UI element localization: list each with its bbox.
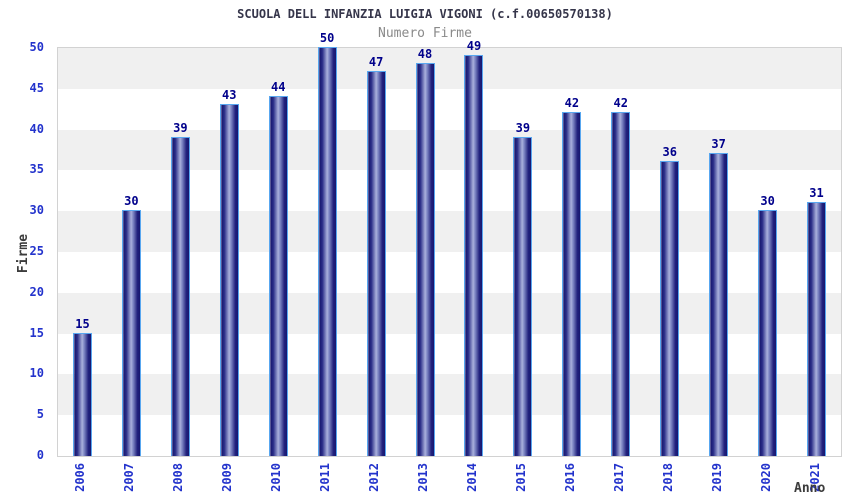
- grid-band: [58, 48, 841, 89]
- bar-2012: [366, 71, 386, 456]
- bar-value-label: 37: [711, 137, 726, 152]
- y-tick-label: 15: [29, 325, 44, 340]
- bar-value-label: 36: [662, 145, 677, 160]
- bar-value-label: 30: [124, 194, 139, 209]
- chart-subtitle: Numero Firme: [378, 26, 472, 41]
- bar-2010: [268, 95, 288, 456]
- y-tick-label: 0: [36, 448, 44, 462]
- bar-value-label: 42: [564, 96, 580, 111]
- plot-area: 15 30 39 43 44 50 47 48 49 39 42 42 36 37 30 31: [57, 31, 842, 457]
- x-tick-label: 2007: [122, 463, 137, 492]
- y-tick-label: 20: [29, 284, 44, 299]
- x-tick-label: 2020: [758, 463, 773, 492]
- y-tick-label: 40: [29, 121, 44, 136]
- bar-2017: [611, 112, 631, 456]
- bar-2018: [660, 161, 680, 456]
- bar-2006: [72, 332, 92, 456]
- bar-2009: [219, 104, 239, 456]
- x-tick-label: 2012: [367, 463, 382, 492]
- grid-band: [58, 88, 841, 130]
- bar-value-label: 43: [222, 88, 237, 103]
- bar-2019: [709, 153, 729, 456]
- y-tick-label: 10: [29, 366, 44, 381]
- bar-value-label: 49: [466, 39, 482, 54]
- bar-2013: [415, 63, 435, 456]
- bar-value-label: 47: [368, 55, 384, 70]
- bar-2008: [170, 136, 190, 456]
- y-tick-label: 50: [29, 40, 44, 54]
- bar-value-label: 39: [173, 120, 188, 135]
- x-tick-label: 2014: [464, 463, 479, 492]
- x-tick-label: 2015: [513, 463, 528, 492]
- x-tick-label: 2011: [318, 463, 333, 492]
- y-tick-label: 25: [29, 244, 44, 258]
- x-tick-label: 2016: [562, 463, 577, 492]
- x-axis-label: Anno: [794, 481, 826, 496]
- bar-2020: [758, 210, 778, 456]
- bar-2011: [317, 47, 337, 456]
- y-tick-label: 35: [29, 162, 44, 177]
- x-axis-ticks: 2006 2007 2008 2009 2010 2011 2012 2013 2014 2015…: [57, 461, 840, 500]
- x-tick-label: 2008: [171, 463, 186, 492]
- y-axis-ticks: 0 5 10 15 20 25 30 35 40 45 50: [0, 40, 50, 462]
- y-tick-label: 30: [29, 203, 44, 218]
- bar-2021: [807, 202, 827, 456]
- bar-value-label: 15: [75, 316, 90, 331]
- y-tick-label: 5: [36, 407, 44, 422]
- bar-value-label: 39: [515, 120, 531, 135]
- x-tick-label: 2009: [220, 463, 235, 492]
- bar-value-label: 42: [613, 96, 629, 111]
- x-tick-label: 2017: [611, 463, 626, 492]
- bar-2014: [464, 55, 484, 456]
- x-tick-label: 2019: [709, 463, 724, 492]
- y-tick-label: 45: [29, 80, 44, 95]
- bar-value-label: 31: [809, 186, 824, 201]
- bar-value-label: 44: [270, 79, 286, 94]
- bar-2007: [121, 210, 141, 456]
- x-tick-label: 2013: [416, 463, 431, 492]
- bar-value-label: 48: [417, 47, 433, 62]
- x-tick-label: 2006: [73, 463, 88, 492]
- x-tick-label: 2010: [269, 463, 284, 492]
- chart-title: SCUOLA DELL INFANZIA LUIGIA VIGONI (c.f.…: [237, 7, 613, 21]
- bar-2016: [562, 112, 582, 456]
- x-tick-label: 2018: [660, 463, 675, 492]
- bar-value-label: 50: [319, 31, 335, 45]
- bar-2015: [513, 136, 533, 456]
- bar-value-label: 30: [760, 194, 775, 209]
